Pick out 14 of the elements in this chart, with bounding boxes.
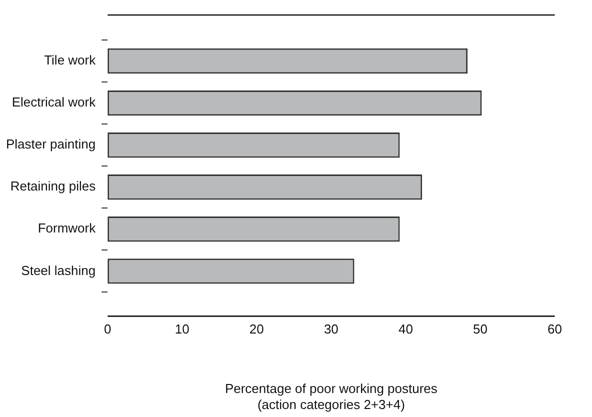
y-tick-label: Formwork — [38, 220, 96, 236]
x-tick-label: 10 — [174, 322, 190, 337]
y-tick-label: Tile work — [44, 52, 96, 68]
x-tick-label: 0 — [104, 322, 112, 337]
y-tick-label: Steel lashing — [21, 262, 96, 278]
x-tick-label: 20 — [249, 322, 264, 337]
x-tick-label: 60 — [548, 322, 562, 337]
y-tick-label: Plaster painting — [6, 136, 96, 152]
y-tick-label: Electrical work — [12, 94, 96, 110]
x-tick-label: 30 — [324, 322, 338, 337]
x-tick-label: 50 — [473, 322, 488, 337]
x-tick-label: 40 — [398, 322, 413, 337]
x-axis-title: Percentage of poor working postures (action categories 2+3+4) — [224, 381, 438, 412]
y-tick-label: Retaining piles — [10, 178, 96, 194]
